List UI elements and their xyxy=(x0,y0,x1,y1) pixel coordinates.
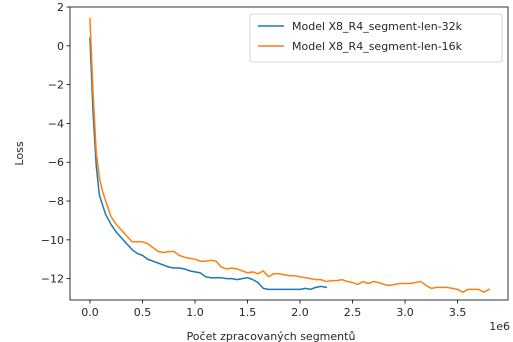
x-tick-label: 0.5 xyxy=(134,306,152,319)
y-tick-label: 2 xyxy=(57,1,64,14)
y-tick-label: −2 xyxy=(48,79,64,92)
legend-frame xyxy=(249,13,503,63)
series-line-1 xyxy=(89,37,328,291)
y-tick-label: −4 xyxy=(48,117,64,130)
x-tick-label: 1.0 xyxy=(186,306,204,319)
y-tick-label: −10 xyxy=(41,234,64,247)
x-tick-label: 3.5 xyxy=(449,306,467,319)
x-axis-offset-label: 1e6 xyxy=(489,320,510,333)
legend-label-1: Model X8_R4_segment-len-32k xyxy=(292,20,463,33)
axes-frame xyxy=(69,6,509,301)
series-line-2 xyxy=(89,17,491,293)
y-axis-label: Loss xyxy=(13,141,26,165)
y-tick-label: −6 xyxy=(48,156,64,169)
x-tick-label: 2.0 xyxy=(291,306,309,319)
x-axis-label: Počet zpracovaných segmentů xyxy=(187,330,356,342)
x-tick-label: 0.0 xyxy=(81,306,99,319)
axes-layer: 0.0 0.5 1.0 1.5 2.0 2.5 3.0 3.5 2 0 −2 −4 −6 −8 −10 −12 xyxy=(41,1,509,319)
y-tick-label: 0 xyxy=(57,40,64,53)
y-tick-label: −12 xyxy=(41,273,64,286)
x-tick-label: 1.5 xyxy=(239,306,257,319)
x-tick-label: 2.5 xyxy=(344,306,362,319)
x-tick-label: 3.0 xyxy=(396,306,414,319)
y-tick-label: −8 xyxy=(48,195,64,208)
legend-label-2: Model X8_R4_segment-len-16k xyxy=(292,40,463,53)
series-layer xyxy=(89,17,491,293)
legend: Model X8_R4_segment-len-32k Model X8_R4_s… xyxy=(249,13,503,63)
